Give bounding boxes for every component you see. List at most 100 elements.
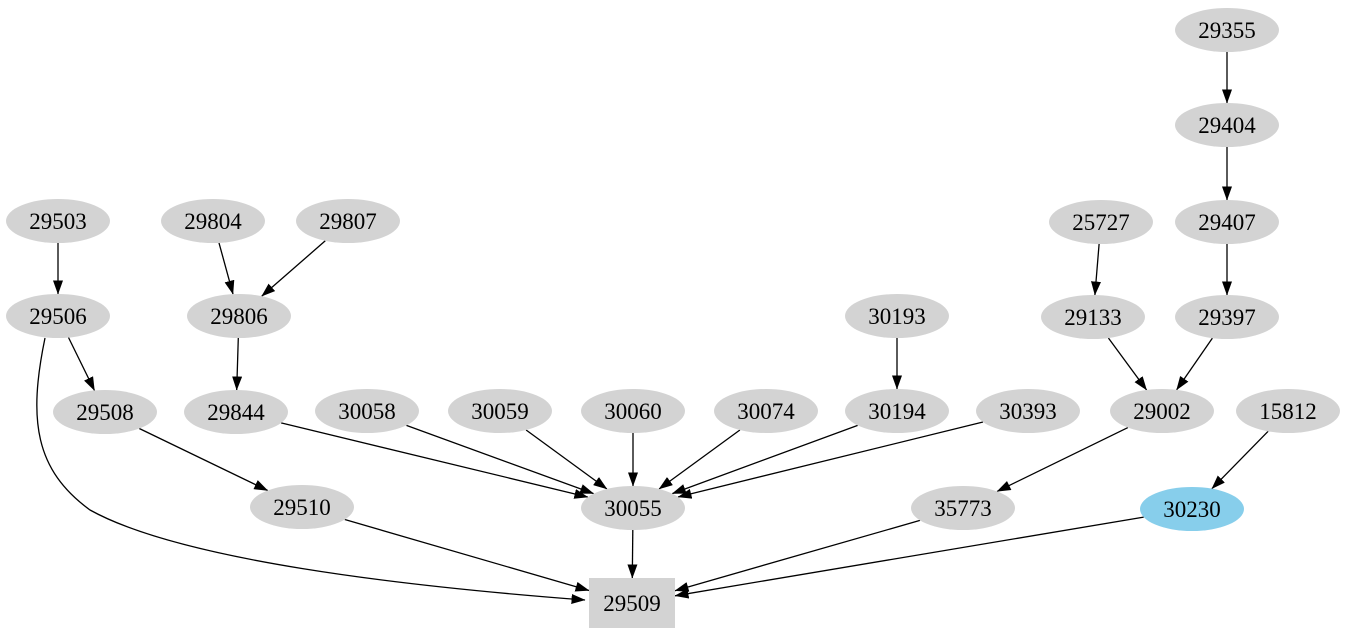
node-25727: 25727: [1049, 200, 1153, 244]
node-29407: 29407: [1175, 200, 1279, 244]
nodes-layer: 29355 29404 29407 25727 29503 29804 29807 29506…: [6, 8, 1340, 628]
node-label: 29407: [1198, 210, 1256, 235]
edge-30230-29509: [674, 516, 1144, 599]
node-label: 29133: [1064, 305, 1122, 330]
node-29804: 29804: [161, 199, 265, 243]
edge-30055-29509: [627, 529, 638, 579]
node-ellipse-shape: [448, 389, 552, 433]
node-29510: 29510: [250, 485, 354, 529]
node-ellipse-shape: [1140, 487, 1244, 531]
node-label: 29844: [207, 400, 265, 425]
node-ellipse-shape: [184, 390, 288, 434]
node-15812: 15812: [1236, 389, 1340, 433]
edge-35773-29509: [674, 519, 921, 592]
edge-29133-29002: [1107, 337, 1148, 391]
node-label: 29807: [319, 209, 377, 234]
node-box-shape: [589, 578, 675, 628]
node-label: 30074: [737, 399, 795, 424]
node-30059: 30059: [448, 389, 552, 433]
node-ellipse-shape: [976, 389, 1080, 433]
node-label: 29355: [1198, 18, 1256, 43]
node-30230: 30230: [1140, 487, 1244, 531]
node-label: 30194: [868, 399, 926, 424]
node-29807: 29807: [296, 199, 400, 243]
node-label: 29509: [603, 591, 661, 616]
node-label: 29804: [184, 209, 242, 234]
node-29355: 29355: [1175, 8, 1279, 52]
edge-29510-29509: [344, 518, 590, 592]
node-ellipse-shape: [1175, 8, 1279, 52]
node-29503: 29503: [6, 199, 110, 243]
node-label: 30059: [471, 399, 529, 424]
node-30193: 30193: [845, 294, 949, 338]
node-label: 35773: [934, 496, 992, 521]
edge-29807-29806: [261, 240, 326, 297]
node-label: 30230: [1163, 497, 1221, 522]
edge-29508-29510: [139, 427, 269, 492]
node-label: 15812: [1259, 399, 1317, 424]
edge-25727-29133: [1091, 243, 1101, 296]
node-ellipse-shape: [315, 389, 419, 433]
node-ellipse-shape: [1041, 295, 1145, 339]
node-30055: 30055: [581, 486, 685, 530]
edge-30058-30055: [406, 424, 595, 495]
node-29404: 29404: [1175, 103, 1279, 147]
node-35773: 35773: [911, 486, 1015, 530]
edge-29506-29508: [67, 337, 96, 391]
node-label: 29397: [1198, 305, 1256, 330]
node-30060: 30060: [581, 389, 685, 433]
node-ellipse-shape: [1175, 200, 1279, 244]
edge-29806-29844: [232, 337, 243, 391]
node-30074: 30074: [714, 389, 818, 433]
edge-30059-30055: [525, 429, 608, 490]
node-label: 30055: [604, 496, 662, 521]
node-label: 29806: [210, 304, 268, 329]
node-ellipse-shape: [1175, 295, 1279, 339]
node-ellipse-shape: [1110, 389, 1214, 433]
edge-30194-30055: [671, 424, 858, 495]
node-ellipse-shape: [6, 199, 110, 243]
node-ellipse-shape: [1049, 200, 1153, 244]
node-ellipse-shape: [6, 294, 110, 338]
node-29133: 29133: [1041, 295, 1145, 339]
node-ellipse-shape: [714, 389, 818, 433]
node-29806: 29806: [187, 294, 291, 338]
node-label: 25727: [1072, 210, 1130, 235]
node-label: 29404: [1198, 113, 1256, 138]
node-29844: 29844: [184, 390, 288, 434]
edge-29397-29002: [1176, 337, 1213, 391]
node-ellipse-shape: [53, 390, 157, 434]
node-label: 30193: [868, 304, 926, 329]
node-ellipse-shape: [581, 486, 685, 530]
node-ellipse-shape: [845, 389, 949, 433]
node-29506: 29506: [6, 294, 110, 338]
node-ellipse-shape: [161, 199, 265, 243]
node-30058: 30058: [315, 389, 419, 433]
node-29508: 29508: [53, 390, 157, 434]
node-label: 29503: [29, 209, 87, 234]
edge-30074-30055: [658, 429, 741, 490]
node-ellipse-shape: [1175, 103, 1279, 147]
edge-15812-30230: [1211, 430, 1269, 490]
node-29397: 29397: [1175, 295, 1279, 339]
node-label: 29508: [76, 400, 134, 425]
edge-29844-30055: [280, 422, 589, 499]
node-29509: 29509: [589, 578, 675, 628]
edge-29506-29509: [36, 337, 586, 604]
node-ellipse-shape: [581, 389, 685, 433]
edge-29002-35773: [996, 427, 1129, 492]
node-label: 30393: [999, 399, 1057, 424]
node-29002: 29002: [1110, 389, 1214, 433]
node-ellipse-shape: [1236, 389, 1340, 433]
node-label: 29510: [273, 495, 331, 520]
node-label: 29002: [1133, 399, 1191, 424]
node-label: 30060: [604, 399, 662, 424]
node-30194: 30194: [845, 389, 949, 433]
node-ellipse-shape: [296, 199, 400, 243]
node-label: 30058: [338, 399, 396, 424]
node-30393: 30393: [976, 389, 1080, 433]
node-ellipse-shape: [845, 294, 949, 338]
edge-29804-29806: [218, 242, 235, 295]
